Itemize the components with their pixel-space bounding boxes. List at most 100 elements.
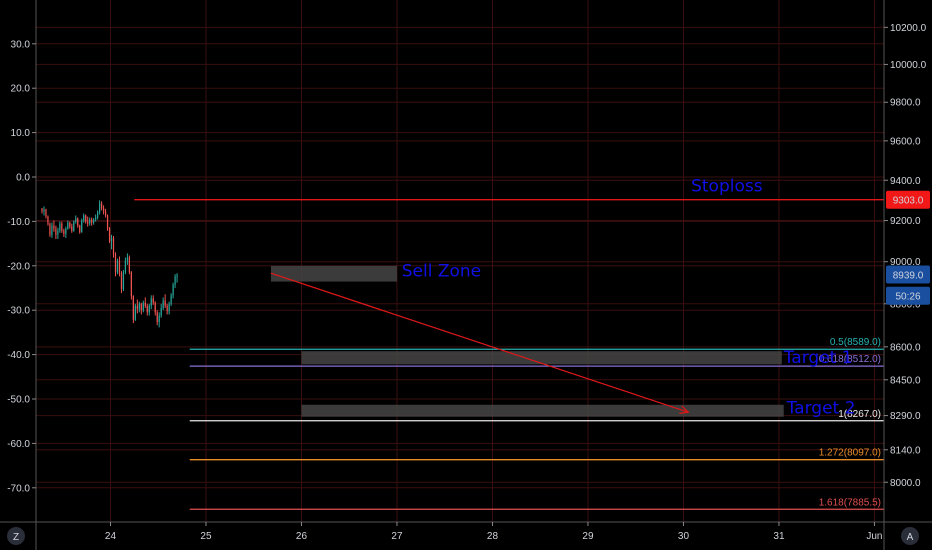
candle-body: [104, 211, 107, 216]
fib-level-label: 1.272(8097.0): [819, 448, 881, 459]
projection-arrow: [270, 272, 690, 414]
candle-body: [158, 315, 160, 322]
x-tick-label: 29: [582, 531, 594, 542]
candle-body: [53, 225, 55, 229]
left-tick-label: -60.0: [7, 439, 30, 450]
x-tick-label: Jun: [866, 531, 882, 542]
candle-body: [41, 208, 43, 212]
left-tick-label: 10.0: [11, 128, 31, 139]
x-tick-label: 25: [200, 531, 212, 542]
annotation-label: Target 1: [783, 348, 853, 368]
price-tag-label: 50:26: [895, 292, 920, 303]
candle-body: [81, 220, 83, 232]
annotation-label: Sell Zone: [402, 261, 481, 281]
candle-body: [79, 225, 81, 232]
fib-level-label: 0.618(8512.0): [819, 354, 881, 365]
right-tick-label: 9800.0: [890, 98, 921, 109]
candle-body: [160, 308, 162, 316]
zones: [270, 265, 784, 417]
left-tick-label: 20.0: [11, 84, 31, 95]
candle-body: [83, 215, 85, 221]
annotation-label: Target 2: [786, 398, 856, 418]
right-tick-label: 9000.0: [890, 257, 921, 268]
candle-body: [114, 254, 117, 273]
candle-body: [112, 237, 115, 255]
candle-body: [61, 223, 63, 231]
target-2-zone[interactable]: [301, 404, 784, 417]
candle-body: [91, 219, 93, 223]
candle-body: [118, 260, 121, 274]
timezone-label: Z: [13, 532, 19, 543]
right-tick-label: 8450.0: [890, 375, 921, 386]
target-1-zone[interactable]: [301, 351, 782, 365]
right-tick-label: 10200.0: [890, 23, 927, 34]
right-tick-label: 10000.0: [890, 60, 927, 71]
left-tick-label: 0.0: [16, 173, 30, 184]
candle-body: [142, 302, 144, 311]
level-lines: 0.5(8589.0) 0.618(8512.0) 1(8267.0) 1.272(8…: [134, 199, 884, 510]
candle-body: [71, 226, 73, 231]
candle-body: [98, 203, 101, 213]
fib-level-label: 0.5(8589.0): [830, 337, 881, 348]
right-tick-label: 8290.0: [890, 411, 921, 422]
candle-body: [176, 275, 178, 277]
price-tags: 9303.0 8939.0 50:26: [886, 190, 930, 305]
candle-body: [59, 223, 61, 231]
auto-scale-button[interactable]: [901, 527, 919, 545]
candle-body: [134, 305, 136, 320]
candle-body: [154, 302, 156, 313]
candle-body: [102, 208, 105, 212]
candles: [41, 200, 178, 328]
fib-level-label: 1(8267.0): [838, 409, 881, 420]
candle-body: [172, 284, 174, 296]
candle-body: [140, 303, 142, 311]
candle-body: [63, 230, 65, 234]
candle-body: [126, 257, 129, 261]
candle-body: [77, 218, 79, 226]
price-tag: [886, 265, 930, 284]
candle-body: [122, 272, 125, 289]
grid: [36, 0, 884, 522]
candle-body: [87, 221, 89, 224]
right-tick-label: 9200.0: [890, 216, 921, 227]
price-tag: [886, 190, 930, 209]
left-tick-label: -50.0: [7, 395, 30, 406]
x-tick-label: 28: [487, 531, 499, 542]
right-tick-label: 9600.0: [890, 136, 921, 147]
candle-body: [69, 222, 71, 227]
auto-scale-label: A: [907, 532, 914, 543]
candle-body: [75, 218, 77, 222]
candle-body: [128, 257, 131, 273]
x-tick-label: 26: [296, 531, 308, 542]
candle-body: [150, 298, 152, 306]
candle-body: [166, 305, 168, 312]
timezone-icon[interactable]: [7, 527, 25, 545]
candle-body: [110, 237, 113, 242]
candle-body: [93, 219, 95, 223]
candle-body: [45, 209, 47, 217]
price-tag-label: 8939.0: [893, 270, 924, 281]
arrow-line[interactable]: [270, 272, 689, 413]
right-tick-label: 8140.0: [890, 445, 921, 456]
candle-body: [116, 260, 119, 273]
fib-level-label: 1.618(7885.5): [819, 497, 881, 508]
candle-body: [146, 305, 148, 313]
candle-body: [57, 230, 59, 235]
sell-zone[interactable]: [270, 265, 397, 282]
candle-body: [67, 222, 69, 229]
candle-body: [124, 260, 127, 273]
candle-body: [132, 296, 134, 320]
x-tick-label: 30: [678, 531, 690, 542]
right-tick-label: 8600.0: [890, 342, 921, 353]
candle-body: [49, 223, 51, 235]
candle-body: [73, 221, 75, 231]
left-tick-label: -10.0: [7, 217, 30, 228]
left-tick-label: -40.0: [7, 350, 30, 361]
candle-body: [130, 272, 132, 297]
annotation-label: Stoploss: [691, 176, 763, 196]
candle-body: [47, 216, 49, 224]
annotations: Stoploss Sell Zone Target 1 Target 2: [402, 176, 856, 418]
candle-body: [136, 305, 138, 310]
candle-body: [51, 225, 53, 235]
